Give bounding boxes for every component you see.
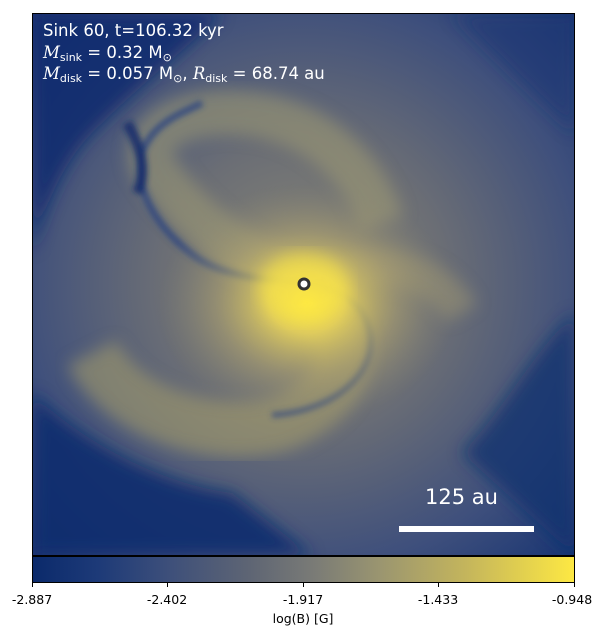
colorbar-tick-label: -1.433 [417, 592, 459, 607]
scalebar-label: 125 au [425, 485, 498, 509]
scalebar [399, 526, 534, 532]
colorbar-tick-label: -0.948 [551, 592, 593, 607]
disk-mass-radius-label: Mdisk = 0.057 M⊙, Rdisk = 68.74 au [43, 64, 325, 85]
colorbar-tick-label: -2.887 [11, 592, 53, 607]
colorbar-tick-label: -2.402 [146, 592, 188, 607]
sink-mass-label: Msink = 0.32 M⊙ [43, 43, 172, 64]
colorbar-tick [167, 583, 168, 587]
colorbar [32, 556, 575, 583]
colorbar-tick [574, 583, 575, 587]
colorbar-tick-label: -1.917 [282, 592, 324, 607]
magnetic-field-map [32, 13, 575, 556]
sink-time-label: Sink 60, t=106.32 kyr [43, 21, 224, 40]
sink-marker [297, 277, 311, 291]
colorbar-label: log(B) [G] [272, 611, 334, 626]
dark-regions [32, 13, 575, 556]
colorbar-tick [438, 583, 439, 587]
colorbar-tick [32, 583, 33, 587]
colorbar-tick [303, 583, 304, 587]
